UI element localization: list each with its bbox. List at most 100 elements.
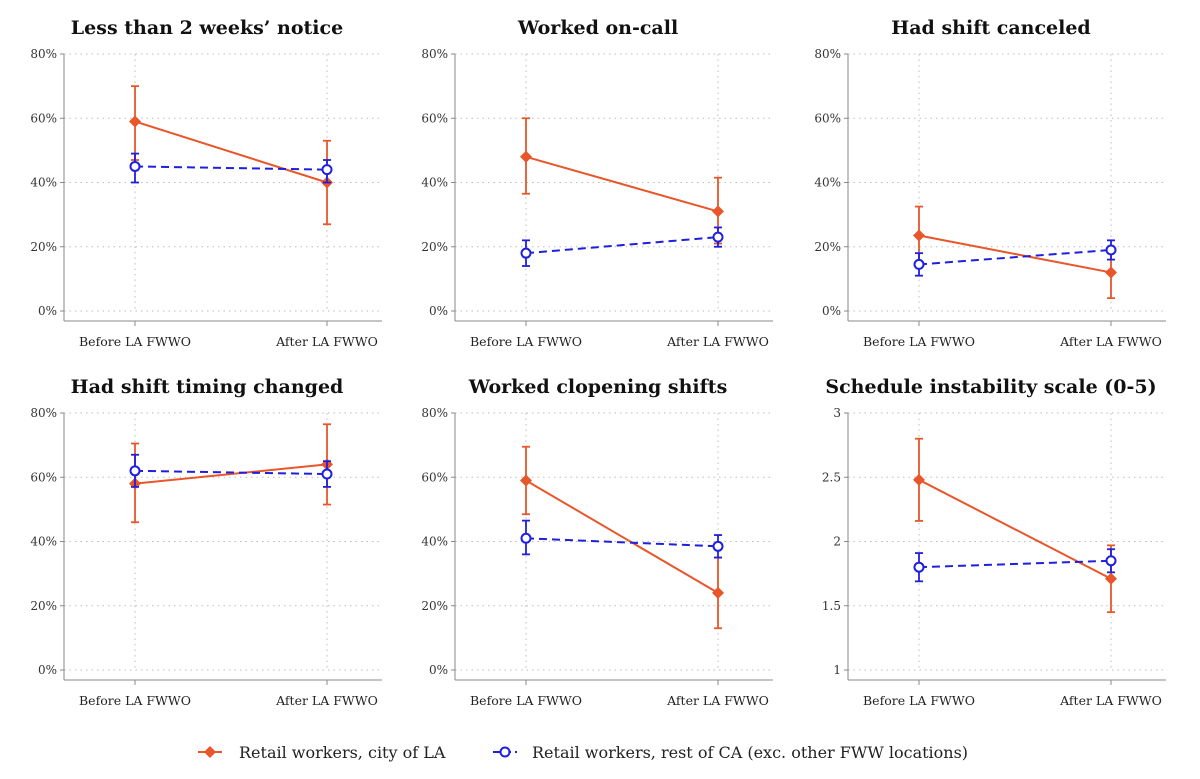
y-tick-label: 0%: [38, 304, 57, 318]
chart-panel-1: Less than 2 weeks’ notice 0% 20% 40% 60% 80% B…: [30, 17, 382, 349]
y-tick-label: 60%: [30, 111, 57, 125]
y-tick-label: 40%: [421, 535, 448, 549]
data-point-la: [520, 150, 532, 163]
series-ca: [129, 453, 333, 488]
legend-item-ca: Retail workers, rest of CA (exc. other F…: [493, 743, 968, 762]
y-tick-label: 3: [833, 406, 841, 420]
series-line-la: [525, 155, 719, 213]
data-point-ca: [129, 160, 141, 172]
panel-title: Had shift canceled: [891, 17, 1090, 39]
series-ca: [913, 239, 1117, 277]
panel-title: Worked on-call: [517, 17, 678, 39]
data-point-ca: [913, 258, 925, 270]
series-line-la: [525, 479, 719, 594]
legend-ca-label: Retail workers, rest of CA (exc. other F…: [532, 743, 968, 762]
data-point-la: [129, 115, 141, 128]
y-tick-label: 0%: [429, 663, 448, 677]
chart-panel-2: Worked on-call 0% 20% 40% 60% 80% Before LA FW…: [421, 17, 773, 349]
panel-title: Worked clopening shifts: [468, 376, 728, 398]
series-line-ca: [525, 537, 719, 548]
x-tick-label: Before LA FWWO: [79, 334, 191, 349]
data-point-ca: [712, 540, 724, 552]
x-tick-label: After LA FWWO: [666, 693, 769, 708]
y-tick-label: 40%: [30, 176, 57, 190]
data-point-la: [712, 586, 724, 599]
chart-panel-6: Schedule instability scale (0-5) 1 1.5 2 2.5…: [822, 376, 1166, 708]
y-tick-label: 20%: [421, 240, 448, 254]
series-la: [520, 445, 724, 630]
panel-title: Had shift timing changed: [71, 376, 344, 398]
y-tick-label: 60%: [814, 111, 841, 125]
series-la: [913, 437, 1117, 614]
y-tick-label: 0%: [822, 304, 841, 318]
series-ca: [520, 226, 724, 267]
y-tick-label: 20%: [421, 599, 448, 613]
data-point-ca: [1105, 555, 1117, 567]
y-tick-label: 60%: [421, 470, 448, 484]
panel-title: Less than 2 weeks’ notice: [71, 17, 343, 39]
data-point-ca: [321, 468, 333, 480]
series-line-ca: [918, 248, 1112, 266]
chart-panel-4: Had shift timing changed 0% 20% 40% 60% 80% Be…: [30, 376, 382, 708]
x-tick-label: Before LA FWWO: [863, 693, 975, 708]
series-line-la: [134, 120, 328, 184]
legend: Retail workers, city of LA Retail worker…: [198, 743, 968, 762]
series-line-ca: [134, 469, 328, 476]
x-tick-label: Before LA FWWO: [470, 693, 582, 708]
series-line-ca: [134, 165, 328, 171]
legend-ca-marker: [499, 746, 511, 758]
series-ca: [520, 519, 724, 559]
y-tick-label: 40%: [421, 176, 448, 190]
legend-la-marker: [204, 746, 216, 758]
y-tick-label: 1.5: [822, 599, 841, 613]
y-tick-label: 60%: [30, 470, 57, 484]
y-tick-label: 80%: [421, 406, 448, 420]
x-tick-label: After LA FWWO: [275, 693, 378, 708]
x-tick-label: After LA FWWO: [1059, 334, 1162, 349]
data-point-ca: [1105, 244, 1117, 256]
y-tick-label: 40%: [814, 176, 841, 190]
x-tick-label: After LA FWWO: [666, 334, 769, 349]
y-tick-label: 80%: [30, 406, 57, 420]
y-tick-label: 40%: [30, 535, 57, 549]
y-tick-label: 1: [833, 663, 841, 677]
data-point-ca: [321, 164, 333, 176]
y-tick-label: 80%: [814, 47, 841, 61]
y-tick-label: 2: [833, 535, 841, 549]
x-tick-label: Before LA FWWO: [863, 334, 975, 349]
x-tick-label: Before LA FWWO: [470, 334, 582, 349]
legend-item-la: Retail workers, city of LA: [198, 743, 446, 762]
data-point-ca: [520, 532, 532, 544]
x-tick-label: After LA FWWO: [275, 334, 378, 349]
y-tick-label: 80%: [30, 47, 57, 61]
series-line-la: [134, 463, 328, 485]
series-line-ca: [918, 559, 1112, 569]
y-tick-label: 80%: [421, 47, 448, 61]
data-point-la: [913, 473, 925, 486]
series-line-la: [918, 234, 1112, 274]
y-tick-label: 0%: [429, 304, 448, 318]
x-tick-label: Before LA FWWO: [79, 693, 191, 708]
data-point-la: [1105, 266, 1117, 279]
data-point-la: [913, 229, 925, 242]
y-tick-label: 60%: [421, 111, 448, 125]
data-point-la: [1105, 572, 1117, 585]
y-tick-label: 20%: [30, 599, 57, 613]
legend-la-label: Retail workers, city of LA: [239, 743, 446, 762]
chart-panels: Less than 2 weeks’ notice0%20%40%60%80%B…: [30, 17, 1166, 708]
y-tick-label: 2.5: [822, 470, 841, 484]
series-ca: [129, 152, 333, 184]
data-point-la: [520, 474, 532, 487]
data-point-ca: [129, 465, 141, 477]
data-point-ca: [913, 561, 925, 573]
series-la: [913, 205, 1117, 300]
data-point-la: [712, 205, 724, 218]
chart-panel-3: Had shift canceled 0% 20% 40% 60% 80% Before L…: [814, 17, 1166, 349]
series-la: [520, 117, 724, 245]
series-ca: [913, 548, 1117, 583]
y-tick-label: 20%: [30, 240, 57, 254]
chart-panel-5: Worked clopening shifts 0% 20% 40% 60% 80% Bef…: [421, 376, 773, 708]
data-point-ca: [520, 247, 532, 259]
panel-title: Schedule instability scale (0-5): [825, 376, 1156, 398]
